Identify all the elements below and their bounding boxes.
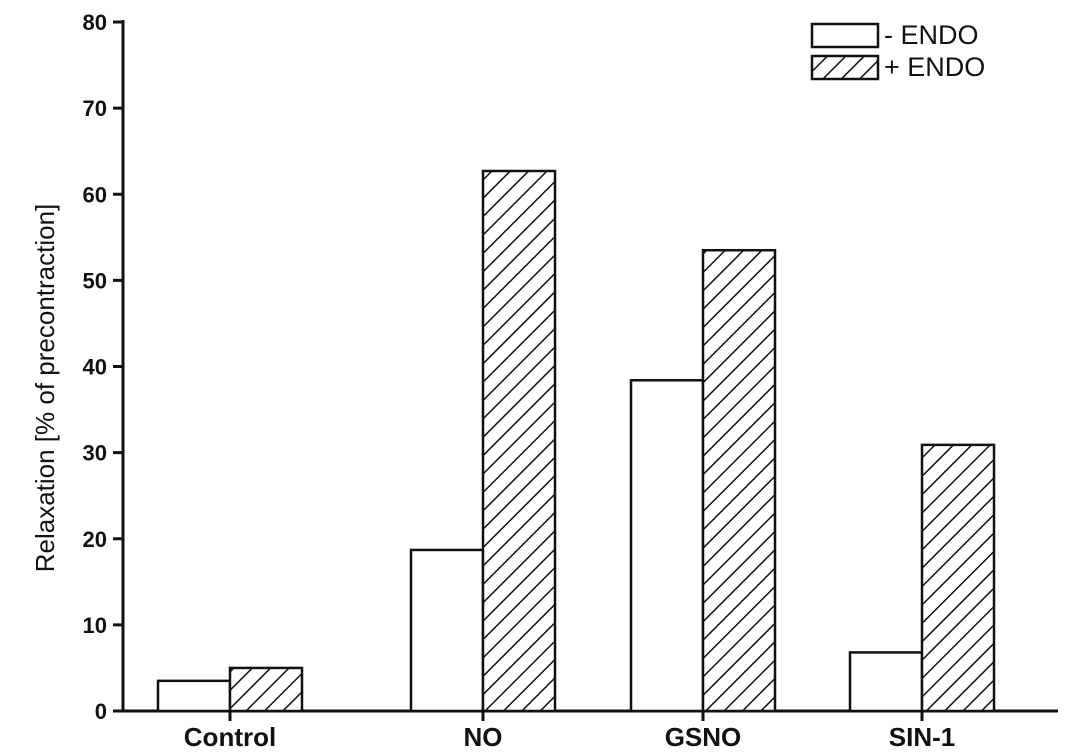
y-tick-label: 60 [83,182,107,207]
axes [113,20,1058,721]
tick-labels: 0 10 20 30 40 50 60 70 80 Control NO GSNO SIN-1 [83,10,956,752]
x-tick-label: NO [464,722,503,752]
y-tick-label: 30 [83,441,107,466]
y-axis-title: Relaxation [% of precontraction] [30,204,60,573]
legend-swatch [810,54,880,81]
bar [629,379,705,713]
x-tick-label: GSNO [665,722,742,752]
y-tick-label: 40 [83,355,107,380]
bars [156,169,996,713]
y-tick-label: 20 [83,527,107,552]
legend-label: + ENDO [884,52,985,82]
bar [848,651,924,713]
y-tick-label: 70 [83,96,107,121]
y-tick-label: 0 [95,699,107,724]
x-tick-label: Control [184,722,276,752]
bar [920,443,996,713]
bar [481,169,557,713]
bar [156,679,232,713]
y-tick-label: 80 [83,10,107,35]
bar [701,248,777,713]
legend-swatch [810,22,880,49]
y-tick-label: 10 [83,613,107,638]
bar [228,666,304,713]
legend: - ENDO+ ENDO [810,20,985,82]
bar [409,548,485,713]
y-tick-label: 50 [83,268,107,293]
legend-label: - ENDO [884,20,979,50]
x-tick-label: SIN-1 [889,722,955,752]
